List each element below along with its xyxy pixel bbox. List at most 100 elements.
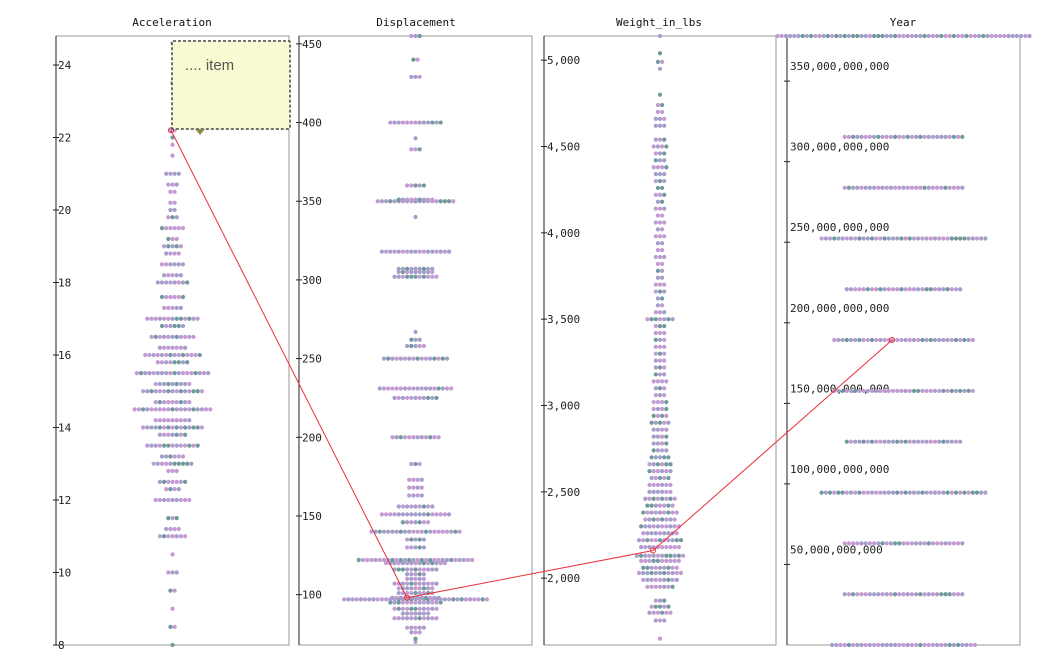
data-point[interactable]: [660, 544, 665, 550]
data-point[interactable]: [660, 303, 665, 308]
data-point[interactable]: [657, 178, 663, 184]
data-point[interactable]: [166, 468, 171, 474]
data-point[interactable]: [153, 334, 158, 339]
data-point[interactable]: [174, 468, 179, 474]
data-point[interactable]: [953, 388, 959, 394]
data-point[interactable]: [639, 553, 644, 558]
data-point[interactable]: [947, 134, 952, 139]
data-point[interactable]: [653, 604, 658, 609]
data-point[interactable]: [670, 565, 675, 570]
data-point[interactable]: [949, 439, 954, 444]
data-point[interactable]: [444, 356, 450, 361]
data-point[interactable]: [668, 462, 673, 467]
data-point[interactable]: [417, 395, 422, 401]
data-point[interactable]: [655, 448, 661, 453]
data-point[interactable]: [166, 497, 171, 503]
data-point[interactable]: [838, 33, 843, 39]
data-point[interactable]: [436, 557, 441, 563]
data-point[interactable]: [423, 595, 429, 600]
data-point[interactable]: [409, 520, 414, 525]
data-point[interactable]: [922, 33, 927, 39]
data-point[interactable]: [867, 541, 873, 546]
data-point[interactable]: [848, 490, 854, 495]
data-point[interactable]: [166, 432, 171, 437]
data-point[interactable]: [384, 561, 389, 566]
data-point[interactable]: [657, 503, 663, 508]
data-point[interactable]: [170, 142, 175, 147]
data-point[interactable]: [918, 185, 923, 190]
data-point[interactable]: [457, 557, 462, 563]
data-point[interactable]: [651, 469, 656, 474]
data-point[interactable]: [191, 316, 196, 321]
data-point[interactable]: [413, 625, 418, 630]
data-point[interactable]: [183, 497, 188, 503]
data-point[interactable]: [183, 534, 188, 539]
data-point[interactable]: [164, 454, 169, 459]
data-point[interactable]: [960, 642, 965, 648]
data-point[interactable]: [417, 120, 422, 125]
data-point[interactable]: [666, 455, 671, 460]
data-point[interactable]: [354, 597, 359, 602]
data-point[interactable]: [869, 388, 875, 394]
data-point[interactable]: [670, 570, 675, 576]
data-point[interactable]: [662, 158, 667, 163]
data-point[interactable]: [979, 236, 984, 241]
data-point[interactable]: [859, 541, 864, 546]
data-point[interactable]: [432, 557, 437, 563]
data-point[interactable]: [918, 592, 923, 597]
data-point[interactable]: [641, 538, 646, 543]
data-point[interactable]: [428, 557, 433, 563]
data-point[interactable]: [930, 185, 936, 190]
data-point[interactable]: [649, 604, 654, 609]
data-point[interactable]: [396, 120, 401, 125]
data-point[interactable]: [666, 475, 671, 481]
data-point[interactable]: [647, 482, 652, 488]
data-point[interactable]: [945, 337, 950, 343]
data-point[interactable]: [825, 33, 831, 39]
data-point[interactable]: [657, 289, 663, 294]
data-point[interactable]: [191, 389, 196, 394]
data-point[interactable]: [172, 371, 177, 376]
data-point[interactable]: [664, 379, 669, 384]
data-point[interactable]: [651, 482, 656, 488]
data-point[interactable]: [844, 337, 849, 343]
data-point[interactable]: [664, 524, 669, 529]
data-point[interactable]: [911, 490, 917, 495]
data-point[interactable]: [162, 432, 167, 437]
data-point[interactable]: [670, 510, 675, 515]
data-point[interactable]: [396, 586, 401, 591]
data-point[interactable]: [417, 567, 422, 572]
data-point[interactable]: [176, 171, 181, 176]
data-point[interactable]: [415, 595, 420, 600]
data-point[interactable]: [645, 577, 650, 583]
data-point[interactable]: [168, 487, 173, 492]
data-point[interactable]: [1014, 33, 1020, 39]
data-point[interactable]: [199, 407, 204, 412]
data-point[interactable]: [421, 120, 426, 125]
data-point[interactable]: [164, 461, 169, 466]
data-point[interactable]: [660, 413, 665, 418]
data-point[interactable]: [651, 406, 656, 412]
data-point[interactable]: [861, 388, 866, 394]
data-point[interactable]: [899, 439, 904, 444]
data-point[interactable]: [924, 388, 929, 394]
data-point[interactable]: [645, 503, 650, 508]
data-point[interactable]: [174, 407, 179, 412]
data-point[interactable]: [918, 33, 923, 39]
data-point[interactable]: [136, 407, 141, 412]
data-point[interactable]: [170, 432, 175, 437]
data-point[interactable]: [893, 33, 898, 39]
data-point[interactable]: [907, 287, 912, 292]
data-point[interactable]: [159, 294, 165, 300]
data-point[interactable]: [396, 512, 401, 517]
data-point[interactable]: [413, 329, 418, 334]
data-point[interactable]: [409, 586, 414, 591]
data-point[interactable]: [183, 381, 188, 387]
data-point[interactable]: [666, 531, 671, 536]
data-point[interactable]: [664, 558, 669, 564]
data-point[interactable]: [180, 371, 186, 376]
data-point[interactable]: [993, 33, 999, 39]
data-point[interactable]: [421, 606, 426, 611]
data-point[interactable]: [655, 496, 661, 501]
data-point[interactable]: [960, 541, 965, 546]
